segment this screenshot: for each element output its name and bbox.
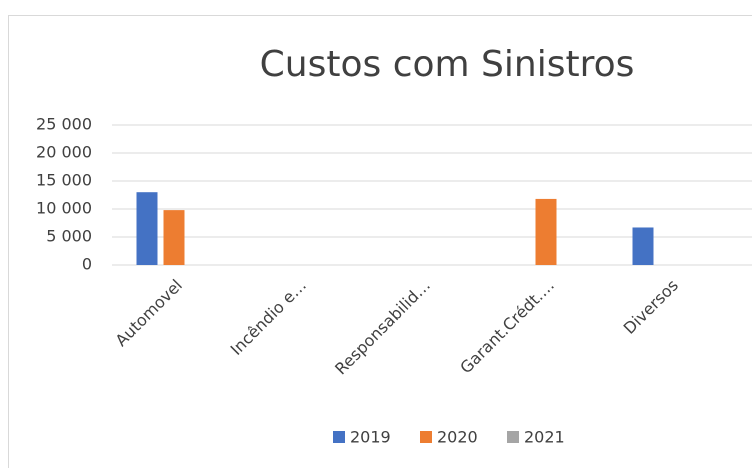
y-tick-label: 20 000 — [36, 143, 92, 162]
chart-frame — [8, 15, 752, 468]
legend-swatch — [333, 431, 345, 443]
bar — [136, 192, 158, 265]
y-tick-label: 0 — [82, 255, 92, 274]
bar — [632, 227, 654, 265]
bar — [163, 210, 185, 265]
y-tick-label: 10 000 — [36, 199, 92, 218]
bar — [535, 198, 557, 265]
legend-label: 2019 — [350, 428, 391, 447]
legend-label: 2020 — [437, 428, 478, 447]
y-tick-label: 15 000 — [36, 171, 92, 190]
y-tick-label: 25 000 — [36, 115, 92, 134]
chart-title: Custos com Sinistros — [260, 44, 635, 85]
legend-swatch — [420, 431, 432, 443]
legend-label: 2021 — [524, 428, 565, 447]
y-tick-label: 5 000 — [46, 227, 92, 246]
legend-swatch — [507, 431, 519, 443]
